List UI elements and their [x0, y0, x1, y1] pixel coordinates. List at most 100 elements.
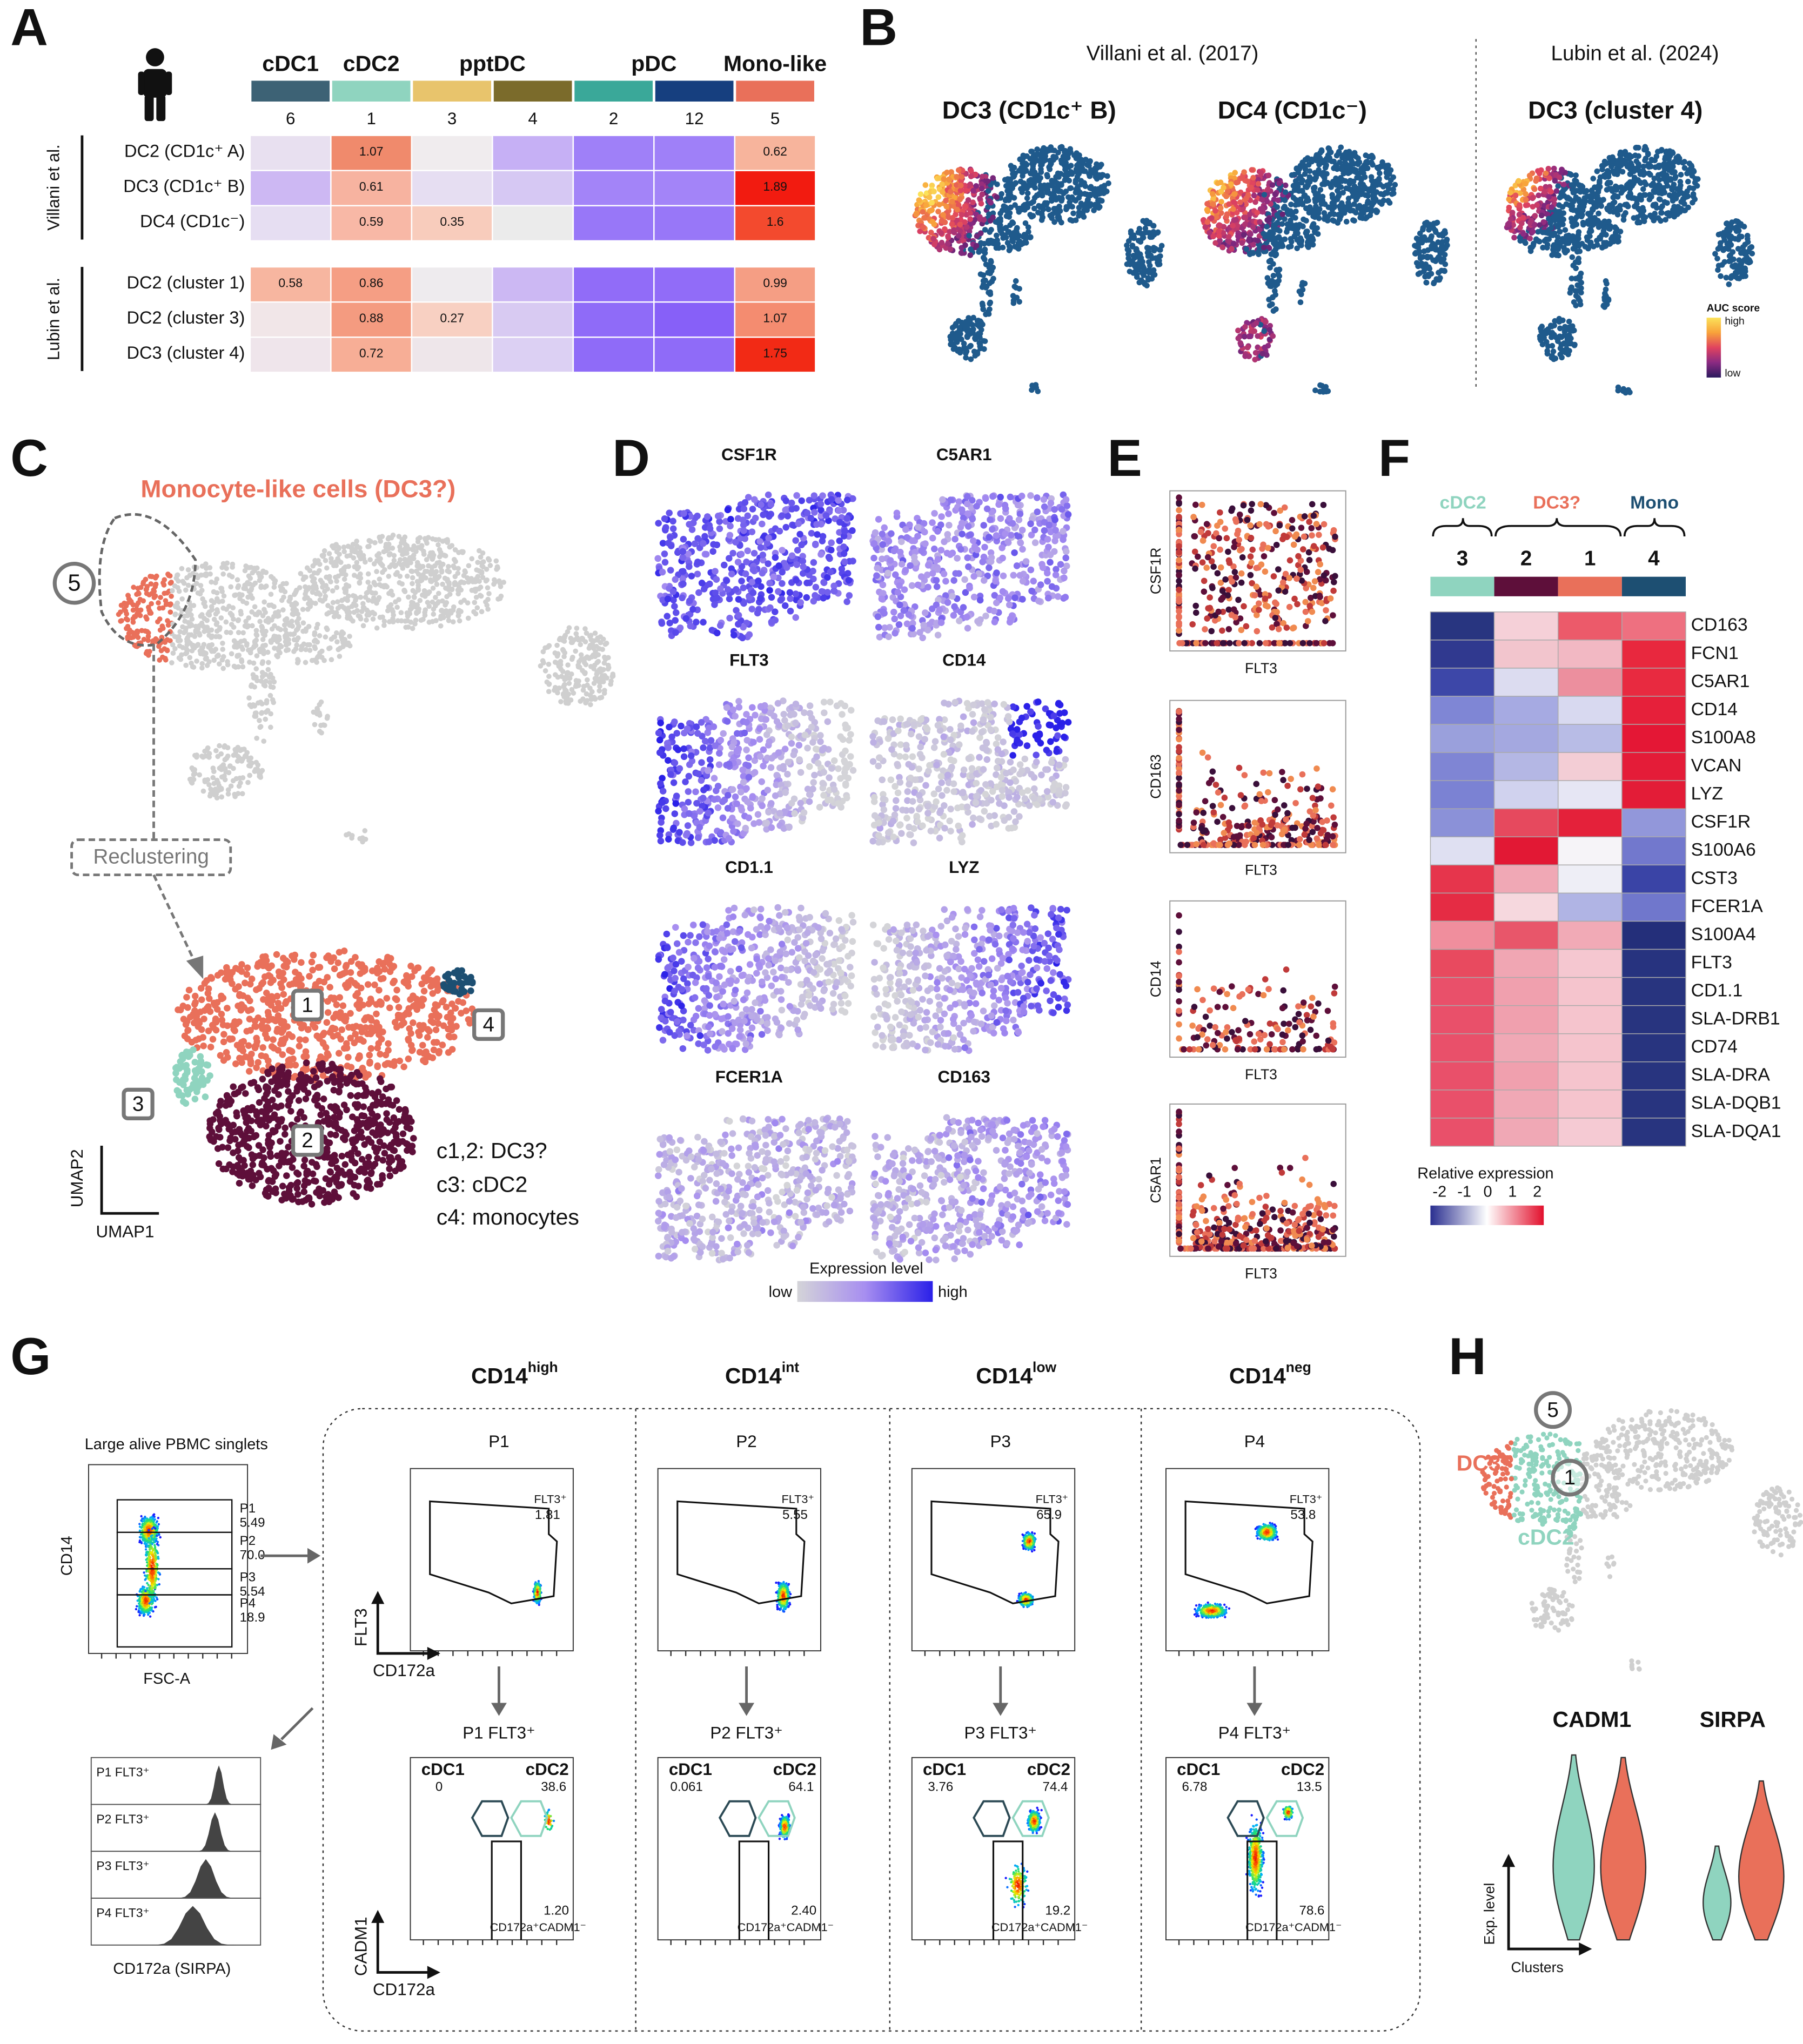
cell-dot [1145, 230, 1152, 236]
cell-dot [311, 570, 317, 576]
cell-dot [269, 626, 275, 632]
heat-cell [734, 170, 816, 207]
cell-dot [334, 639, 340, 645]
cell-dot [1659, 210, 1665, 216]
cell-dot [428, 550, 433, 556]
cell-dot [1004, 213, 1010, 219]
group-bar [493, 80, 572, 102]
cell-dot [410, 581, 415, 587]
cell-dot [954, 339, 960, 345]
cell-dot [916, 197, 922, 203]
cell-dot [1556, 315, 1563, 322]
cell-dot [271, 700, 277, 705]
cell-dot [283, 627, 288, 633]
cell-dot [948, 169, 954, 175]
cell-dot [966, 232, 972, 239]
cell-dot [239, 657, 244, 663]
cell-dot [917, 228, 923, 234]
cell-dot [1564, 195, 1570, 201]
cell-dot [591, 695, 597, 700]
cell-dot [1577, 274, 1583, 280]
heat-cell [411, 301, 493, 338]
cell-dot [1534, 202, 1540, 208]
cell-dot [435, 542, 441, 548]
cell-dot [595, 658, 601, 664]
cell-dot [1043, 202, 1049, 208]
cell-dot [1269, 182, 1276, 188]
cell-dot [994, 194, 1000, 200]
cell-dot [1549, 225, 1554, 231]
cell-dot [1310, 222, 1316, 228]
cell-dot [1322, 214, 1328, 220]
cell-dot [130, 620, 136, 625]
cell-dot [987, 289, 993, 295]
cell-dot [1557, 194, 1563, 201]
cell-dot [351, 573, 357, 578]
cell-dot [339, 637, 345, 642]
cell-dot [986, 211, 992, 217]
cell-dot [238, 638, 244, 644]
cell-dot [1202, 224, 1209, 230]
cell-dot [1231, 191, 1238, 197]
cell-dot [1586, 229, 1593, 236]
cell-dot [320, 584, 325, 590]
cell-dot [247, 575, 253, 581]
cell-dot [1715, 231, 1722, 238]
cell-dot [1335, 194, 1340, 201]
cell-dot [1150, 245, 1157, 251]
cell-dot [1648, 163, 1654, 170]
cell-dot [1617, 228, 1624, 234]
cell-dot [1442, 268, 1447, 274]
cell-dot [412, 621, 418, 627]
cell-dot [1343, 219, 1350, 225]
cell-dot [1228, 181, 1234, 187]
cell-dot [1378, 201, 1385, 207]
cell-dot [1429, 233, 1435, 239]
cell-dot [1428, 271, 1435, 277]
cell-dot [1146, 267, 1152, 273]
cell-dot [1022, 207, 1028, 213]
cell-dot [188, 621, 193, 627]
cell-dot [198, 583, 204, 588]
cell-dot [323, 634, 329, 640]
cell-dot [1272, 288, 1278, 294]
cell-dot [1712, 251, 1718, 257]
cell-dot [357, 580, 363, 586]
cell-dot [1216, 228, 1222, 234]
cell-dot [1087, 192, 1094, 199]
cell-dot [245, 779, 251, 785]
cell-dot [1631, 180, 1637, 187]
cell-dot [958, 183, 964, 189]
cell-dot [1046, 147, 1052, 153]
cell-dot [1663, 154, 1668, 160]
cell-dot [1124, 246, 1131, 253]
cell-dot [1319, 382, 1325, 389]
cell-dot [217, 743, 222, 749]
cell-dot [1268, 283, 1275, 290]
row-label: DC4 (CD1c⁻) [140, 212, 245, 231]
cell-dot [178, 656, 184, 662]
cell-dot [173, 604, 178, 609]
cell-dot [455, 566, 461, 571]
cell-label: 1.89 [763, 179, 787, 193]
cell-dot [223, 619, 229, 625]
cell-dot [153, 636, 159, 642]
cell-dot [939, 181, 945, 187]
cell-dot [1590, 222, 1596, 228]
cell-dot [1136, 226, 1143, 232]
cell-dot [1384, 174, 1390, 180]
cell-dot [143, 650, 149, 656]
cell-dot [1562, 250, 1569, 256]
cell-dot [1596, 184, 1603, 190]
cell-dot [428, 571, 434, 577]
cell-dot [259, 661, 265, 666]
cell-dot [1036, 203, 1042, 209]
cell-dot [1655, 215, 1661, 221]
cell-dot [474, 605, 480, 610]
cell-dot [225, 791, 231, 797]
heat-cell [411, 266, 493, 303]
cell-dot [252, 638, 258, 644]
cell-dot [251, 643, 257, 649]
cell-dot [437, 547, 443, 553]
cell-dot [1588, 194, 1595, 201]
